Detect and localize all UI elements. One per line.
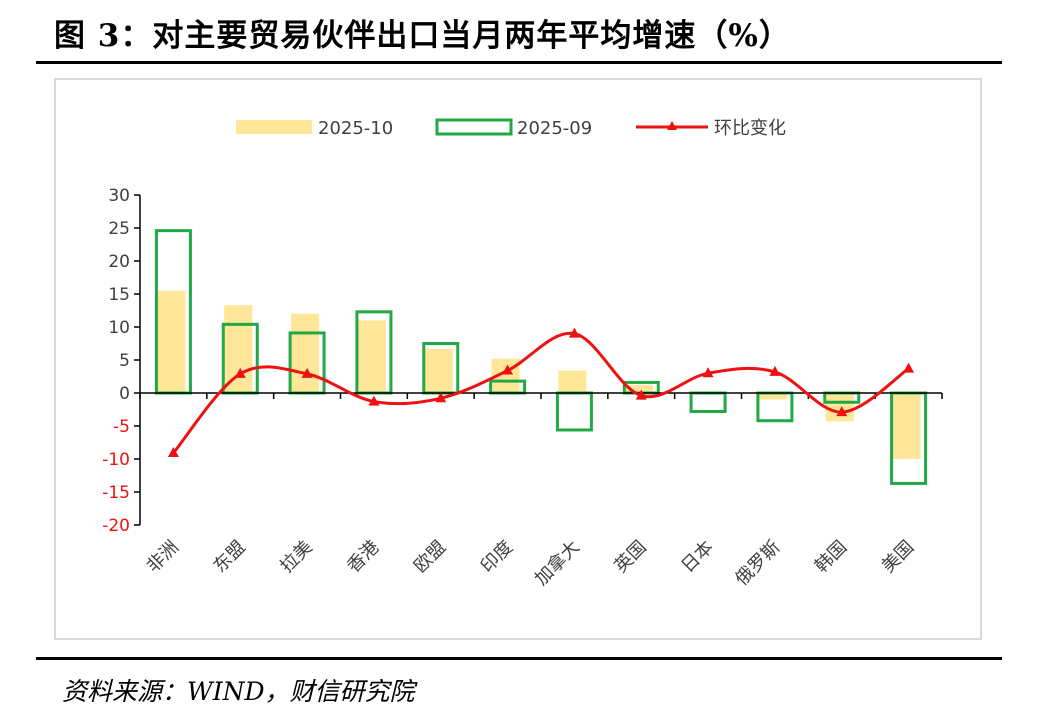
change-marker	[502, 364, 514, 375]
bar-2025-10	[424, 348, 453, 393]
bar-2025-10	[625, 385, 654, 393]
legend-label-change: 环比变化	[714, 118, 786, 139]
source-rule	[36, 657, 1002, 660]
bar-2025-10	[291, 313, 320, 393]
y-tick-label: -15	[102, 483, 130, 503]
y-tick-label: 15	[108, 285, 130, 305]
bar-2025-10	[758, 393, 787, 400]
legend-label-2025-09: 2025-09	[517, 118, 592, 139]
x-category-label: 韩国	[811, 537, 851, 577]
change-marker	[903, 362, 915, 373]
change-line-path	[172, 331, 910, 455]
x-category-label: 拉美	[276, 537, 316, 577]
legend-label-2025-10: 2025-10	[318, 118, 393, 139]
x-category-label: 加拿大	[530, 536, 584, 590]
legend-swatch-marker	[667, 121, 677, 130]
change-marker	[301, 367, 313, 378]
bar-2025-10	[892, 393, 921, 459]
x-axis	[139, 392, 943, 399]
y-tick-label: 20	[108, 252, 130, 272]
bar-2025-09	[689, 391, 727, 413]
y-tick-label: 30	[108, 186, 130, 206]
figure-title: 图 3：对主要贸易伙伴出口当月两年平均增速（%）	[54, 18, 791, 54]
x-category-label: 欧盟	[410, 537, 450, 577]
legend-swatch-2025-09	[435, 118, 513, 136]
change-marker	[635, 389, 647, 400]
bar-2025-10	[357, 320, 386, 393]
y-tick-label: 25	[108, 219, 130, 239]
y-tick-label: -10	[102, 450, 130, 470]
y-tick-label: -5	[113, 417, 130, 437]
legend-swatch-2025-10	[236, 120, 312, 134]
change-marker	[702, 367, 714, 378]
change-marker	[435, 392, 447, 403]
change-line	[167, 327, 915, 458]
change-marker	[167, 447, 179, 458]
x-category-label: 英国	[610, 537, 650, 577]
y-tick-label: 0	[119, 384, 130, 404]
change-marker	[836, 406, 848, 417]
x-category-label: 美国	[878, 537, 918, 577]
x-category-label: 东盟	[209, 537, 249, 577]
source-note: 资料来源：WIND，财信研究院	[62, 677, 415, 706]
bar-2025-10	[157, 290, 186, 393]
change-marker	[769, 365, 781, 376]
bar-2025-09	[555, 391, 593, 432]
category-labels: 非洲 东盟 拉美 香港 欧盟 印度 加拿大 英国 日本 俄罗斯 韩国 美国	[143, 536, 918, 590]
x-category-label: 印度	[477, 537, 517, 577]
bars	[154, 229, 928, 485]
x-category-label: 俄罗斯	[731, 537, 784, 590]
change-marker	[568, 327, 580, 338]
title-rule	[36, 61, 1002, 64]
x-category-label: 非洲	[143, 537, 183, 577]
y-tick-label: -20	[102, 516, 130, 536]
change-marker	[368, 395, 380, 406]
bar-2025-10	[825, 393, 854, 422]
x-category-label: 日本	[677, 537, 717, 577]
bar-2025-10	[224, 305, 253, 393]
y-tick-label: 5	[119, 351, 130, 371]
y-axis: 30 25 20 15 10 5 0 -5 -10 -15 -20	[102, 186, 141, 536]
y-tick-label: 10	[108, 318, 130, 338]
bar-2025-10	[558, 370, 587, 393]
x-category-label: 香港	[343, 537, 383, 577]
legend: 2025-10 2025-09 环比变化	[236, 118, 786, 139]
change-marker	[234, 367, 246, 378]
